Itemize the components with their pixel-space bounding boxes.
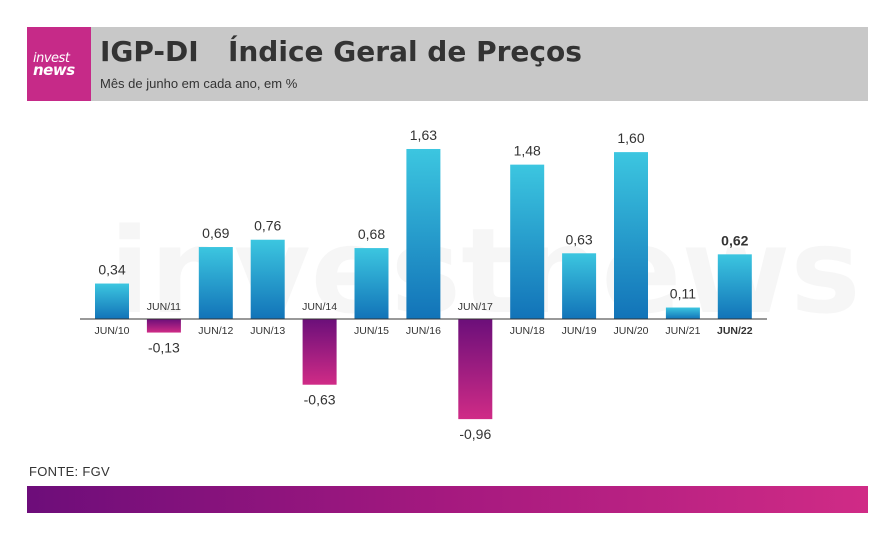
category-label: JUN/18 xyxy=(510,325,545,337)
bar-jun-11 xyxy=(146,319,181,333)
category-label: JUN/22 xyxy=(717,325,753,337)
investnews-logo: invest news xyxy=(27,27,91,101)
value-label: -0,13 xyxy=(148,340,180,356)
bar-jun-13 xyxy=(250,239,285,319)
bar-jun-22 xyxy=(717,254,752,319)
category-label: JUN/12 xyxy=(198,325,233,337)
category-label: JUN/11 xyxy=(147,301,181,313)
category-label: JUN/17 xyxy=(458,301,493,313)
category-label: JUN/21 xyxy=(665,325,700,337)
bar-jun-18 xyxy=(510,164,545,319)
value-label: 0,63 xyxy=(565,231,592,247)
category-label: JUN/19 xyxy=(562,325,597,337)
value-label: 0,62 xyxy=(721,232,748,248)
footer-gradient-bar xyxy=(27,486,868,513)
value-label: 0,68 xyxy=(358,226,385,242)
value-label: 0,34 xyxy=(98,262,125,278)
source-note: FONTE: FGV xyxy=(29,464,110,479)
chart-subtitle: Mês de junho em cada ano, em % xyxy=(100,76,298,91)
logo-text-news: news xyxy=(33,61,75,79)
category-label: JUN/16 xyxy=(406,325,441,337)
value-label: 1,48 xyxy=(514,143,541,159)
bar-jun-15 xyxy=(354,248,389,319)
category-label: JUN/15 xyxy=(354,325,389,337)
bar-jun-14 xyxy=(302,319,337,385)
value-label: -0,63 xyxy=(304,392,336,408)
bar-jun-10 xyxy=(95,283,129,319)
value-label: 0,76 xyxy=(254,218,281,234)
chart-title: IGP-DI Índice Geral de Preços xyxy=(100,35,582,68)
bar-jun-21 xyxy=(665,307,700,319)
value-label: -0,96 xyxy=(459,426,491,442)
bar-jun-19 xyxy=(562,253,597,319)
bar-jun-17 xyxy=(458,319,493,420)
value-label: 1,60 xyxy=(617,130,644,146)
value-label: 0,11 xyxy=(670,286,696,302)
bar-jun-12 xyxy=(198,247,233,319)
value-label: 1,63 xyxy=(410,127,437,143)
bar-jun-20 xyxy=(614,152,648,319)
value-label: 0,69 xyxy=(202,225,229,241)
category-label: JUN/10 xyxy=(94,325,129,337)
chart-header: invest news IGP-DI Índice Geral de Preço… xyxy=(27,27,868,101)
category-label: JUN/13 xyxy=(250,325,285,337)
bar-jun-16 xyxy=(406,148,441,319)
category-label: JUN/20 xyxy=(613,325,648,337)
logo-text-invest: invest xyxy=(33,51,70,66)
category-label: JUN/14 xyxy=(302,301,337,313)
